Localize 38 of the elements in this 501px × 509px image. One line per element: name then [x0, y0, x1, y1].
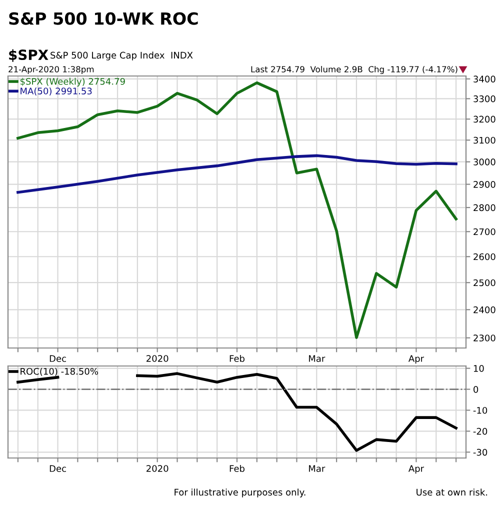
- x-tick-label: Apr: [408, 465, 424, 474]
- y-tick-label: 2600: [474, 253, 496, 260]
- y-tick-label: 3400: [474, 76, 496, 82]
- y-tick-label: 2300: [474, 334, 496, 342]
- y-tick-label: 3200: [474, 116, 496, 123]
- x-tick-label: Apr: [408, 355, 424, 364]
- x-tick-label: 2020: [146, 355, 168, 362]
- y-tick-label: 3300: [474, 95, 496, 102]
- y-tick-label: -10: [473, 406, 488, 414]
- y-tick-label: 2900: [474, 181, 496, 188]
- y-tick-label: 2500: [474, 279, 496, 286]
- chart-title: S&P 500 10-WK ROC: [9, 12, 198, 25]
- text: Use at own risk.: [416, 488, 488, 496]
- y-tick-label: 3100: [474, 136, 496, 144]
- y-tick-label: 2400: [474, 306, 496, 314]
- y-tick-label: 2800: [474, 204, 496, 212]
- text: 21-Apr-2020 1:38pm: [8, 66, 94, 74]
- legend-label: ROC(10) -18.50%: [20, 368, 98, 376]
- y-tick-label: 2700: [474, 228, 496, 236]
- legend-label: $SPX (Weekly) 2754.79: [20, 78, 125, 87]
- y-tick-label: -30: [473, 448, 488, 456]
- y-tick-label: 0: [474, 386, 478, 393]
- y-tick-label: -20: [473, 428, 488, 435]
- x-tick-label: 2020: [146, 465, 168, 472]
- y-tick-label: 10: [474, 365, 484, 372]
- x-tick-label: Dec: [50, 465, 66, 472]
- x-tick-label: Feb: [230, 354, 244, 362]
- legend-label: MA(50) 2991.53: [20, 87, 92, 96]
- text: S&P 500 Large Cap Index INDX: [50, 52, 193, 60]
- line-series: [16, 154, 458, 194]
- text: $SPX: [9, 49, 48, 62]
- y-tick-label: 3000: [474, 158, 496, 166]
- text: Last 2754.79 Volume 2.9B Chg -119.77 (-4.17%): [251, 66, 458, 74]
- x-tick-label: Mar: [309, 355, 326, 362]
- x-tick-label: Mar: [309, 465, 326, 472]
- text: For illustrative purposes only.: [174, 488, 306, 498]
- x-tick-label: Dec: [50, 355, 66, 362]
- x-tick-label: Feb: [230, 464, 244, 472]
